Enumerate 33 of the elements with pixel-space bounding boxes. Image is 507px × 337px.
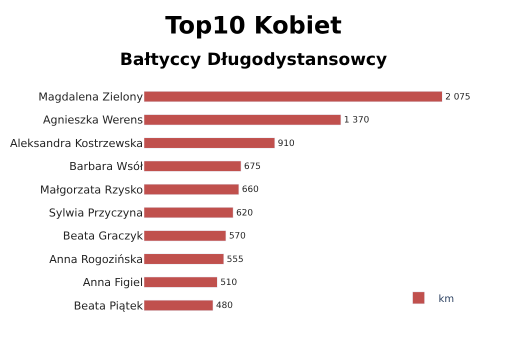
y-tick-label: Sylwia Przyczyna <box>48 206 143 220</box>
y-tick-label: Małgorzata Rzysko <box>40 183 144 196</box>
y-tick-label: Magdalena Zielony <box>38 90 144 104</box>
bar <box>144 160 242 172</box>
legend-label: km <box>438 294 454 305</box>
y-tick-label: Agnieszka Werens <box>43 114 144 127</box>
data-label: 555 <box>226 254 244 265</box>
bar <box>144 114 342 126</box>
chart-title: Top10 Kobiet <box>165 12 342 40</box>
data-label: 480 <box>216 301 234 312</box>
y-tick-label: Beata Graczyk <box>62 230 144 243</box>
bar <box>144 300 214 311</box>
data-label: 675 <box>244 162 261 172</box>
data-label: 510 <box>220 278 238 288</box>
data-label: 570 <box>228 232 246 242</box>
bar <box>144 207 234 218</box>
chart-subtitle: Bałtyccy Długodystansowcy <box>120 50 388 70</box>
y-tick-label: Barbara Wsół <box>69 160 144 174</box>
bar <box>144 184 240 195</box>
bar <box>144 91 443 102</box>
bar <box>144 138 276 148</box>
data-label: 660 <box>242 185 260 196</box>
y-tick-label: Anna Figiel <box>82 276 143 290</box>
data-label: 620 <box>236 208 254 218</box>
data-label: 910 <box>278 138 296 149</box>
bar <box>144 276 218 288</box>
bar <box>144 254 224 264</box>
y-tick-label: Anna Rogozińska <box>49 252 143 266</box>
bar <box>144 230 226 242</box>
y-tick-label: Aleksandra Kostrzewska <box>10 136 143 150</box>
data-label: 2 075 <box>445 92 471 102</box>
data-label: 1 370 <box>344 116 370 126</box>
y-tick-label: Beata Piątek <box>74 299 144 312</box>
